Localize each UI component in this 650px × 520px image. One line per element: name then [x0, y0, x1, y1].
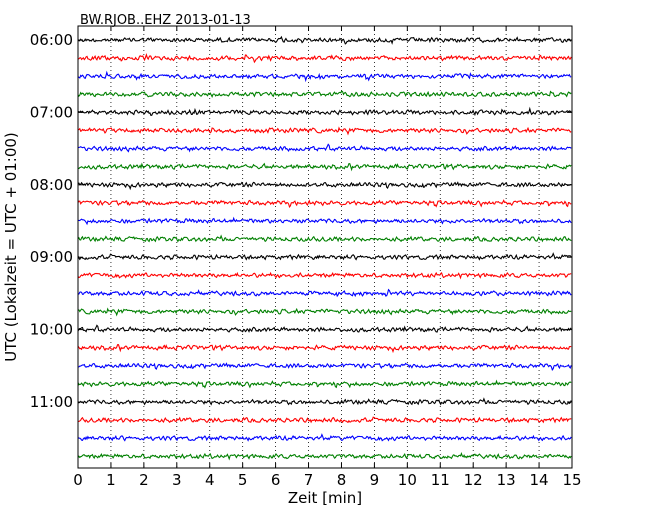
x-axis-label: Zeit [min]	[288, 489, 362, 507]
y-tick-label: 11:00	[30, 393, 73, 411]
x-tick-label: 1	[106, 471, 116, 489]
trace-1145	[77, 451, 572, 461]
trace-0830	[77, 216, 572, 226]
trace-0900	[77, 252, 572, 261]
x-tick-label: 13	[497, 471, 516, 489]
trace-0800	[77, 181, 572, 191]
trace-0700	[77, 106, 572, 117]
y-tick-label: 09:00	[30, 248, 73, 266]
trace-0645	[77, 90, 572, 98]
trace-0815	[77, 199, 572, 209]
x-axis: 0 1 2 3 4 5 6 7 8 9 10 11 12 13 14 15	[73, 26, 582, 489]
trace-1015	[77, 344, 572, 354]
trace-0945	[77, 307, 572, 317]
y-tick-label: 08:00	[30, 176, 73, 194]
chart-title: BW.RJOB..EHZ 2013-01-13	[80, 13, 251, 28]
x-tick-label: 4	[205, 471, 215, 489]
x-tick-label: 7	[304, 471, 314, 489]
trace-1030	[77, 362, 572, 371]
trace-0600	[77, 35, 572, 45]
trace-1045	[77, 379, 572, 389]
trace-0715	[77, 126, 572, 136]
x-tick-label: 10	[398, 471, 417, 489]
trace-1000	[77, 324, 572, 333]
x-tick-label: 3	[172, 471, 182, 489]
x-tick-label: 11	[431, 471, 450, 489]
trace-1100	[77, 397, 572, 406]
y-tick-label: 06:00	[30, 31, 73, 49]
traces	[77, 35, 572, 461]
trace-0745	[77, 162, 572, 172]
trace-0630	[77, 70, 572, 83]
x-tick-label: 9	[370, 471, 380, 489]
y-axis-label: UTC (Lokalzeit = UTC + 01:00)	[2, 132, 20, 362]
x-tick-label: 0	[73, 471, 83, 489]
trace-1115	[77, 416, 572, 424]
y-axis: 06:00 07:00 08:00 09:00 10:00 11:00	[30, 31, 572, 411]
y-tick-label: 10:00	[30, 321, 73, 339]
grid-lines	[110, 26, 540, 468]
x-tick-label: 15	[562, 471, 581, 489]
plot-frame	[77, 25, 573, 469]
y-tick-label: 07:00	[30, 103, 73, 121]
x-tick-label: 14	[530, 471, 549, 489]
trace-0915	[77, 271, 572, 280]
trace-0845	[77, 234, 572, 243]
x-tick-label: 8	[337, 471, 347, 489]
x-tick-label: 2	[139, 471, 149, 489]
trace-0615	[77, 53, 572, 64]
trace-0930	[77, 288, 572, 298]
trace-0730	[77, 143, 572, 153]
x-tick-label: 5	[238, 471, 248, 489]
trace-1130	[77, 433, 572, 442]
x-tick-label: 12	[464, 471, 483, 489]
x-tick-label: 6	[271, 471, 281, 489]
